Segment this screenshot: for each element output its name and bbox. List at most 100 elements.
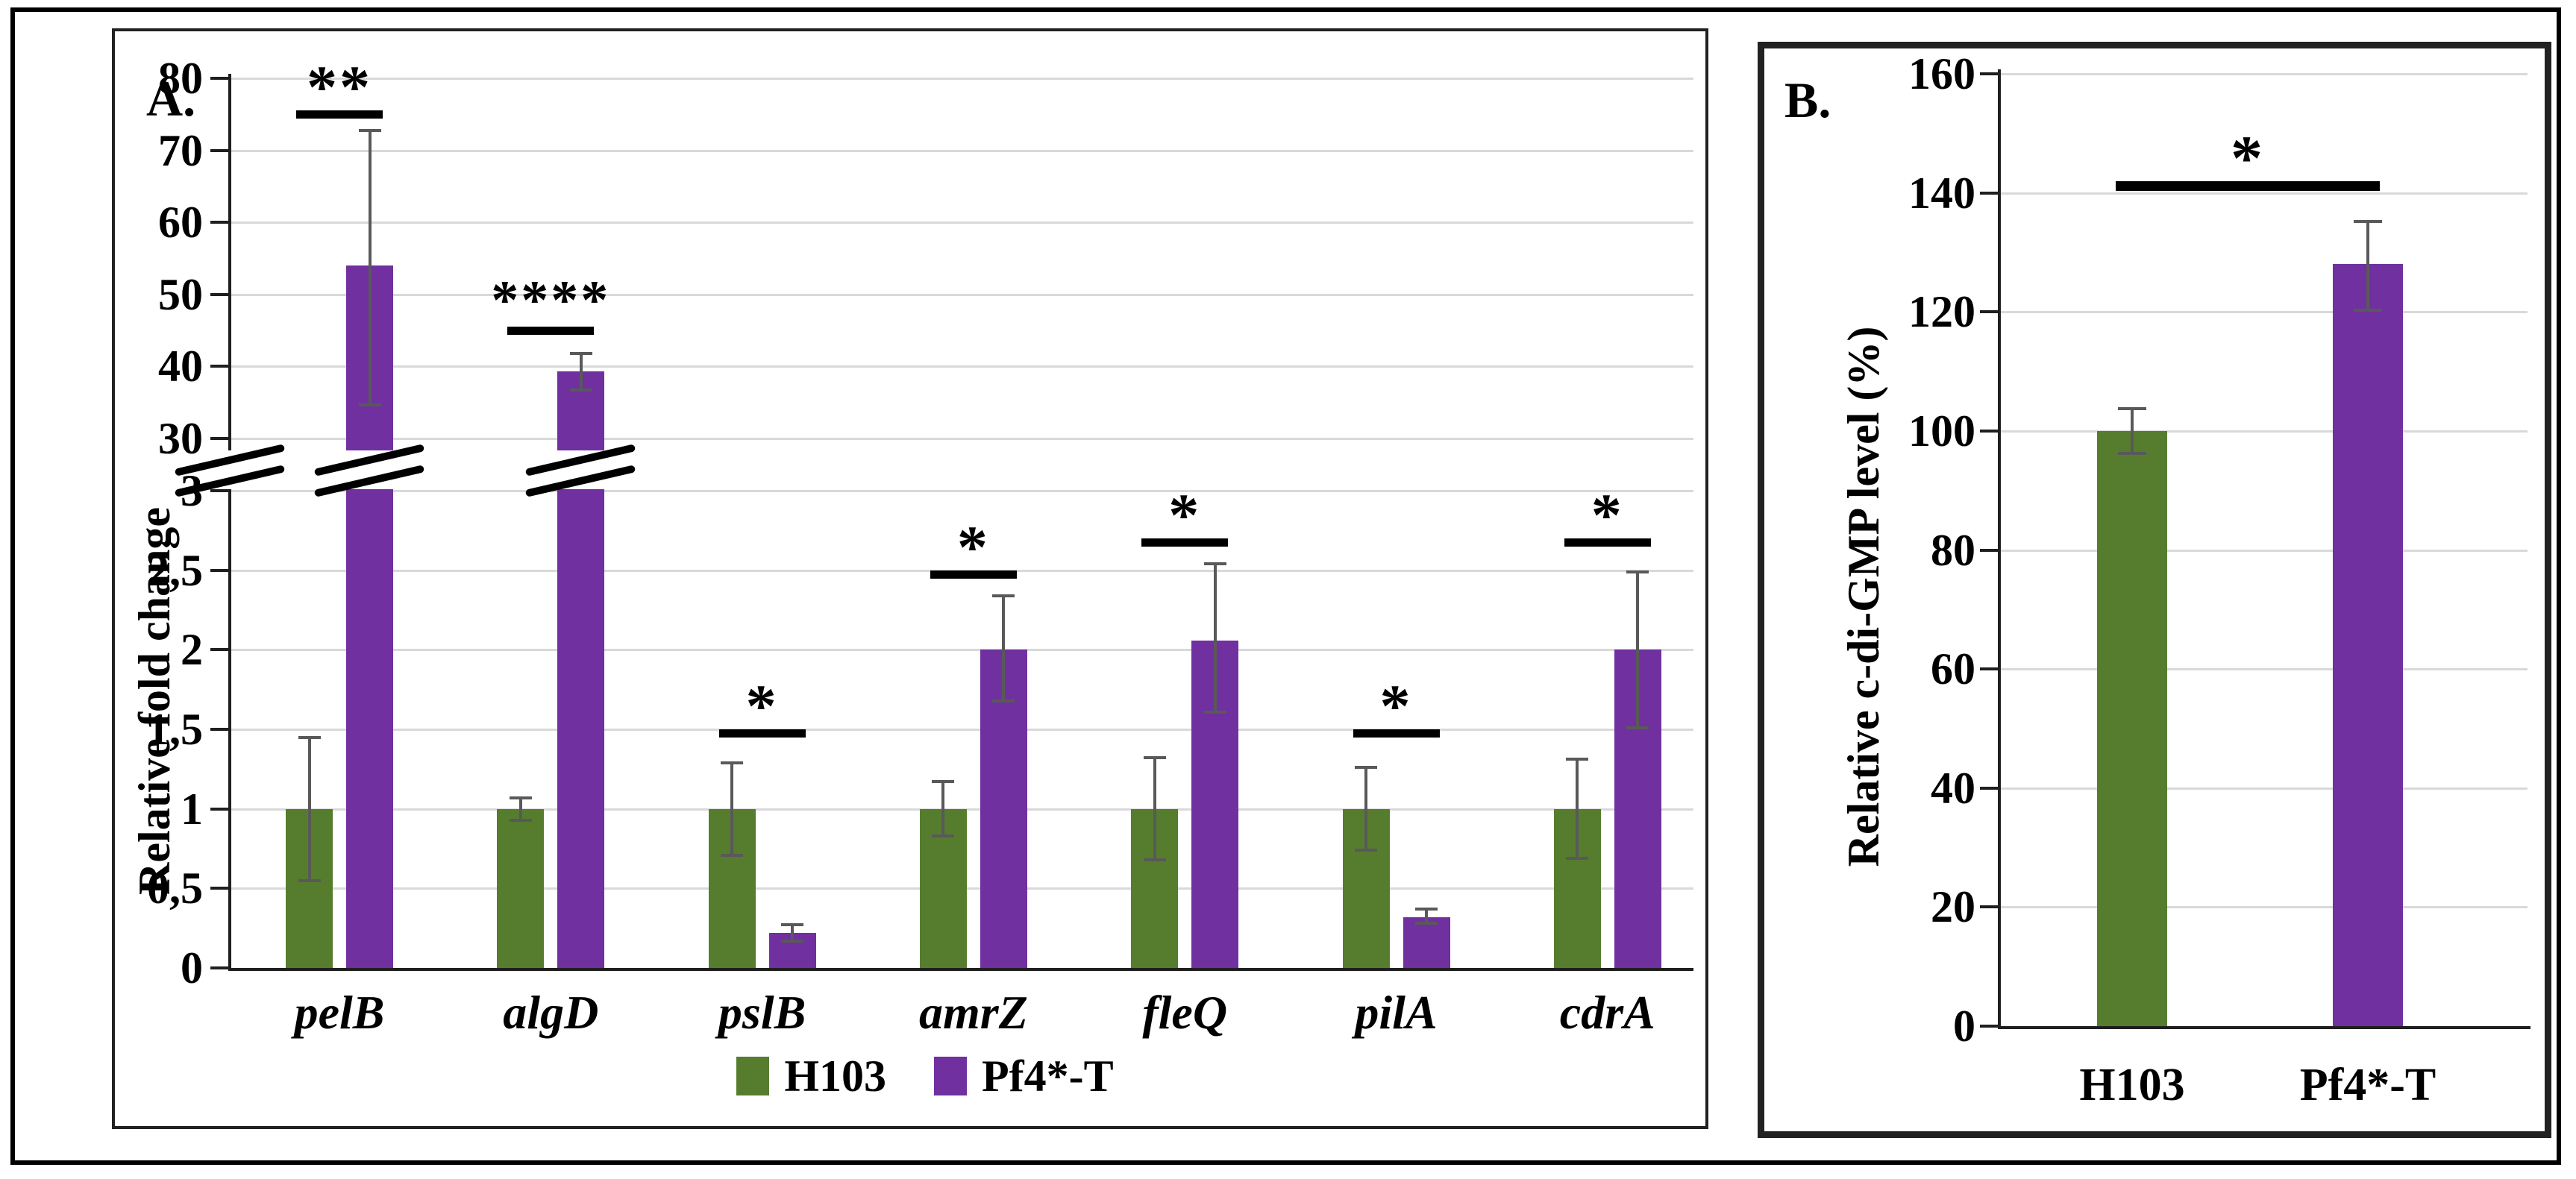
tick-b-140 bbox=[1980, 191, 1998, 195]
error-bar-h103-pelB-cap-top bbox=[298, 735, 321, 739]
tick-label-a-1: 1 bbox=[181, 784, 203, 834]
category-label-pelB: pelB bbox=[294, 986, 385, 1039]
bar-b-H103 bbox=[2097, 430, 2167, 1026]
tick-label-a-50: 50 bbox=[158, 269, 203, 319]
error-bar-pf4t-fleQ-cap-top bbox=[1203, 562, 1226, 565]
sig-label-cdrA: * bbox=[1591, 481, 1624, 549]
tick-label-a-0,5: 0,5 bbox=[147, 864, 203, 914]
error-bar-b-Pf4*-T-cap-top bbox=[2354, 219, 2382, 223]
gridline-b-140 bbox=[2001, 192, 2528, 195]
tick-a-50 bbox=[210, 292, 228, 296]
tick-b-80 bbox=[1980, 548, 1998, 552]
category-label-b-H103: H103 bbox=[2079, 1060, 2185, 1110]
tick-b-20 bbox=[1980, 905, 1998, 909]
error-bar-pf4t-pilA-line bbox=[1425, 907, 1428, 925]
bar-pf4t-algD-lower bbox=[557, 489, 605, 968]
gridline-a-40 bbox=[231, 365, 1693, 368]
x-axis-line-a bbox=[228, 968, 1693, 971]
sig-line-cdrA bbox=[1564, 538, 1651, 547]
error-bar-pf4t-fleQ-cap-bottom bbox=[1203, 710, 1226, 714]
category-label-pilA: pilA bbox=[1355, 986, 1438, 1039]
error-bar-pf4t-cdrA-cap-bottom bbox=[1626, 726, 1649, 729]
tick-b-160 bbox=[1980, 72, 1998, 75]
error-bar-pf4t-amrZ-line bbox=[1002, 594, 1006, 702]
error-bar-h103-pilA-line bbox=[1364, 766, 1367, 852]
tick-a-3 bbox=[210, 489, 228, 492]
sig-line-b bbox=[2116, 180, 2380, 191]
error-bar-h103-amrZ-line bbox=[941, 780, 945, 838]
tick-label-b-60: 60 bbox=[1931, 644, 1975, 694]
gridline-b-100 bbox=[2001, 430, 2528, 433]
tick-label-a-40: 40 bbox=[158, 342, 203, 392]
y-axis-line-a-lower bbox=[228, 489, 231, 969]
bar-pf4t-pilA bbox=[1403, 917, 1450, 968]
gridline-a-50 bbox=[231, 293, 1693, 296]
tick-a-80 bbox=[210, 77, 228, 80]
error-bar-h103-algD-cap-top bbox=[509, 796, 532, 799]
tick-a-0 bbox=[210, 966, 228, 969]
tick-label-b-80: 80 bbox=[1931, 525, 1975, 575]
y-axis-line-a-upper bbox=[228, 74, 231, 450]
panel-a-label: A. bbox=[146, 70, 196, 127]
sig-label-pilA: * bbox=[1379, 672, 1413, 740]
error-bar-h103-pslB-cap-top bbox=[721, 761, 744, 764]
tick-label-a-30: 30 bbox=[158, 414, 203, 463]
tick-a-1 bbox=[210, 807, 228, 811]
legend-label-H103: H103 bbox=[784, 1051, 887, 1101]
tick-a-1,5 bbox=[210, 728, 228, 731]
legend-swatch-Pf4*-T bbox=[934, 1057, 968, 1095]
gridline-b-80 bbox=[2001, 549, 2528, 552]
error-bar-pf4t-pslB-cap-top bbox=[781, 923, 804, 927]
bar-b-Pf4*-T bbox=[2333, 264, 2403, 1026]
y-axis-line-b bbox=[1998, 69, 2001, 1028]
tick-a-60 bbox=[210, 221, 228, 224]
error-bar-h103-fleQ-cap-bottom bbox=[1143, 858, 1166, 862]
tick-b-0 bbox=[1980, 1025, 1998, 1028]
tick-label-a-2,5: 2,5 bbox=[147, 545, 203, 595]
gridline-a-30 bbox=[231, 438, 1693, 440]
error-bar-h103-pelB-line bbox=[307, 735, 311, 882]
error-bar-pf4t-algD-cap-bottom bbox=[569, 389, 592, 392]
error-bar-pf4t-algD-cap-top bbox=[569, 352, 592, 356]
gridline-a-1,5 bbox=[231, 729, 1693, 731]
error-bar-b-Pf4*-T-line bbox=[2366, 219, 2369, 312]
legend-item-Pf4*-T: Pf4*-T bbox=[934, 1054, 1114, 1098]
error-bar-pf4t-pslB-line bbox=[791, 923, 795, 943]
gridline-a-2 bbox=[231, 649, 1693, 652]
error-bar-h103-pilA-cap-bottom bbox=[1355, 849, 1377, 852]
error-bar-pf4t-amrZ-cap-top bbox=[992, 594, 1015, 597]
gridline-a-60 bbox=[231, 221, 1693, 224]
sig-line-fleQ bbox=[1141, 538, 1229, 547]
gridline-a-3 bbox=[231, 490, 1693, 492]
error-bar-b-H103-cap-top bbox=[2118, 406, 2146, 410]
category-label-cdrA: cdrA bbox=[1559, 986, 1655, 1039]
gridline-b-40 bbox=[2001, 787, 2528, 790]
error-bar-h103-amrZ-cap-bottom bbox=[932, 834, 955, 838]
sig-label-fleQ: * bbox=[1168, 481, 1202, 549]
error-bar-pf4t-pslB-cap-bottom bbox=[781, 939, 804, 943]
error-bar-h103-pilA-cap-top bbox=[1355, 766, 1377, 770]
sig-label-pslB: * bbox=[745, 672, 779, 740]
tick-label-a-0: 0 bbox=[181, 943, 203, 993]
error-bar-b-H103-cap-bottom bbox=[2118, 451, 2146, 455]
legend-item-H103: H103 bbox=[736, 1054, 886, 1098]
error-bar-b-Pf4*-T-cap-bottom bbox=[2354, 309, 2382, 312]
gridline-b-120 bbox=[2001, 311, 2528, 314]
error-bar-pf4t-pilA-cap-top bbox=[1415, 907, 1438, 911]
sig-line-amrZ bbox=[930, 570, 1017, 579]
x-axis-line-b bbox=[1998, 1026, 2530, 1029]
tick-label-a-70: 70 bbox=[158, 125, 203, 175]
tick-a-30 bbox=[210, 437, 228, 440]
sig-line-pilA bbox=[1353, 729, 1440, 738]
gridline-a-80 bbox=[231, 78, 1693, 80]
tick-b-60 bbox=[1980, 667, 1998, 671]
sig-line-pelB bbox=[296, 110, 383, 119]
error-bar-h103-algD-line bbox=[518, 796, 522, 822]
tick-label-a-60: 60 bbox=[158, 198, 203, 248]
bar-h103-algD bbox=[497, 808, 545, 968]
sig-label-amrZ: * bbox=[956, 512, 990, 581]
tick-a-0,5 bbox=[210, 887, 228, 890]
tick-a-2,5 bbox=[210, 568, 228, 572]
tick-b-120 bbox=[1980, 310, 1998, 314]
